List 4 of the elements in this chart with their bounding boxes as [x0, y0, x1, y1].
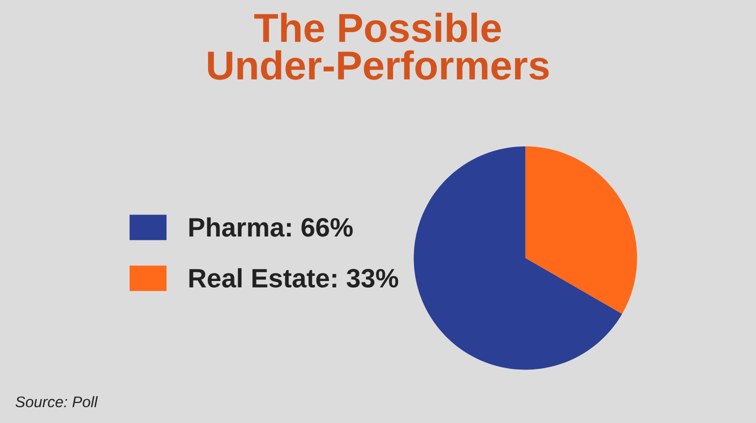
legend-label: Pharma: 66%	[189, 217, 353, 237]
chart-title: The Possible Under-Performers	[208, 12, 549, 80]
legend-label: Real Estate: 33%	[189, 268, 398, 288]
source-note: Source: Poll	[16, 396, 98, 408]
